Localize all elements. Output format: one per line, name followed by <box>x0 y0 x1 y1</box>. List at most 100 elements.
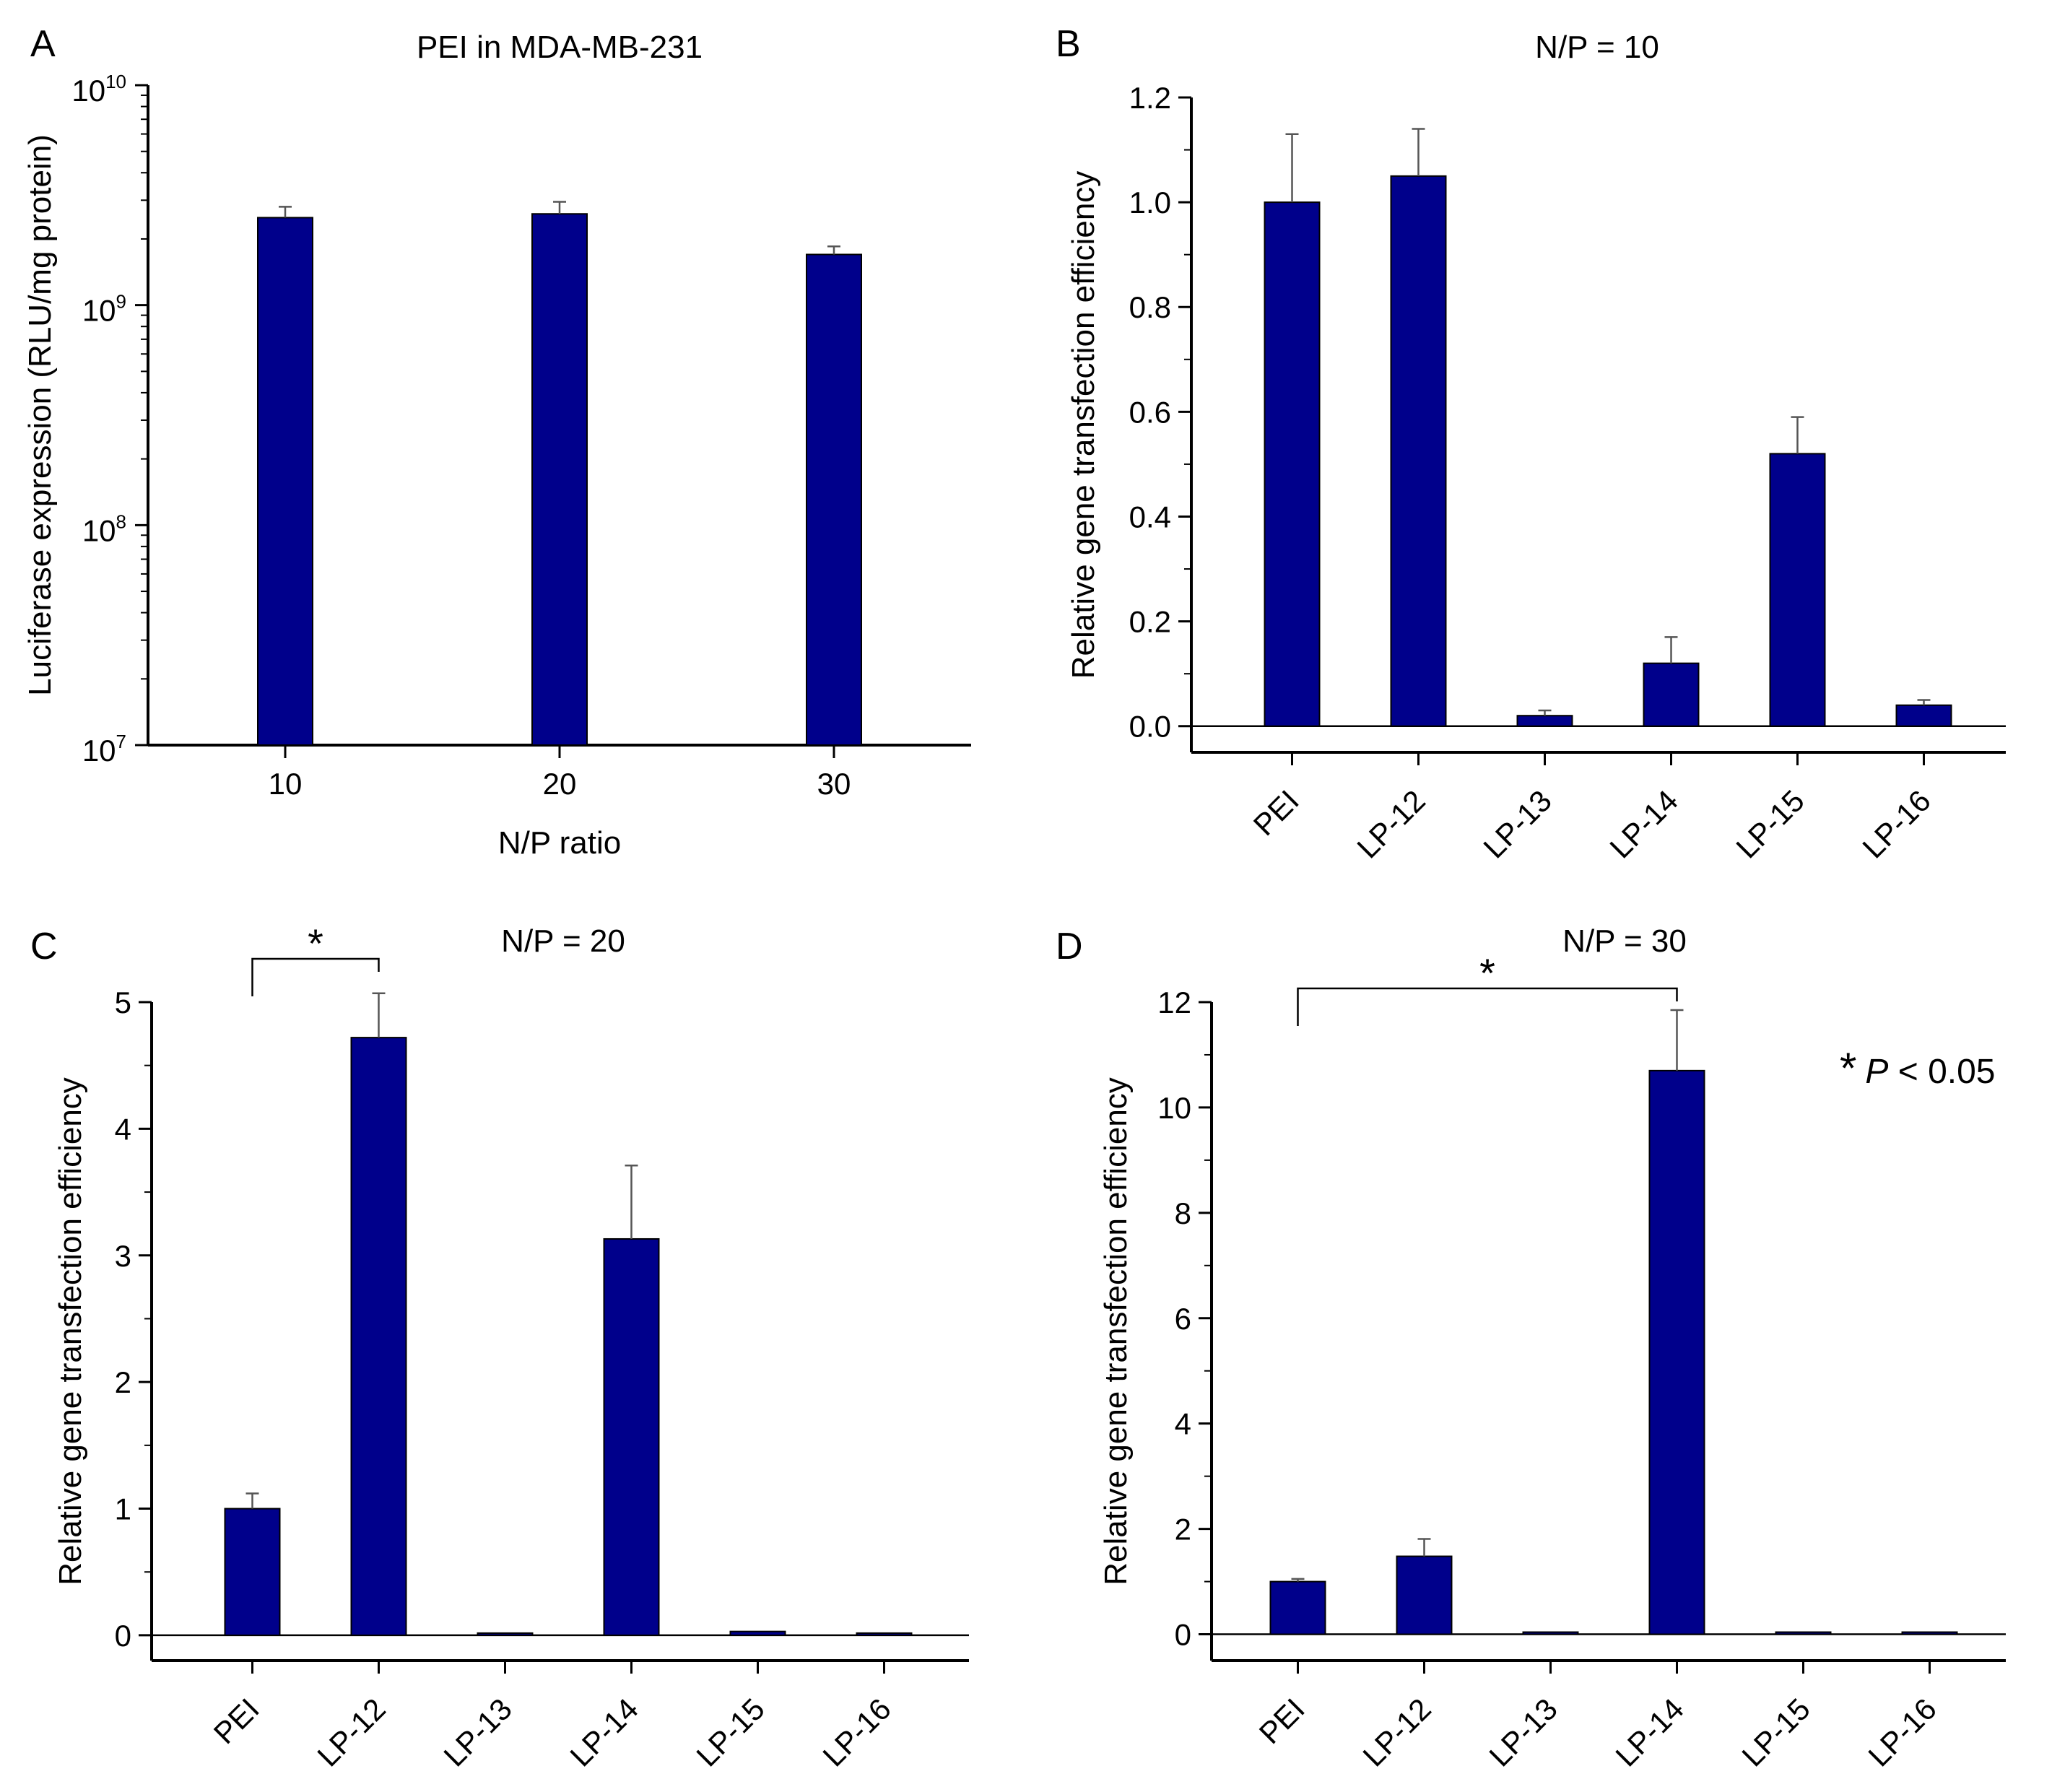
note-p: P <box>1865 1053 1888 1091</box>
x-tick-label: LP-14 <box>1603 783 1684 864</box>
y-tick-label: 0.4 <box>1129 500 1171 534</box>
x-tick-label: LP-12 <box>1356 1692 1437 1773</box>
bar-pei <box>1269 1580 1326 1635</box>
x-tick-label: LP-13 <box>437 1692 518 1773</box>
p-value-note: * P < 0.05 <box>1840 1044 1996 1092</box>
y-tick-label: 1.0 <box>1129 186 1171 219</box>
y-tick-label: 107 <box>82 731 126 767</box>
y-tick-label: 1010 <box>71 71 126 108</box>
y-tick-base: 10 <box>82 734 116 767</box>
y-tick-base: 10 <box>71 74 105 108</box>
x-tick-label: LP-12 <box>310 1692 391 1773</box>
x-tick-label: LP-13 <box>1477 783 1557 864</box>
bar-lp-12 <box>1390 175 1447 727</box>
y-tick-base: 10 <box>82 294 116 328</box>
y-tick-label: 3 <box>115 1239 131 1273</box>
y-axis-label: Relative gene transfection efficiency <box>1066 171 1101 679</box>
y-tick-label: 108 <box>82 510 126 547</box>
significance-bracket <box>251 957 380 996</box>
y-tick-label: 0 <box>1175 1618 1191 1652</box>
bar-lp-16 <box>856 1632 913 1636</box>
x-tick-label: PEI <box>1247 783 1305 842</box>
y-axis-label: Relative gene transfection efficiency <box>53 1077 88 1586</box>
y-tick-label: 0 <box>115 1619 131 1653</box>
y-tick-label: 0.8 <box>1129 290 1171 324</box>
x-tick-label: 10 <box>269 767 303 801</box>
y-axis-label: Luciferase expression (RLU/mg protein) <box>22 134 58 696</box>
bar-lp-15 <box>1769 453 1826 727</box>
x-tick-label: LP-16 <box>1861 1692 1942 1773</box>
bar-lp-15 <box>729 1630 786 1636</box>
bar-lp-13 <box>1522 1631 1579 1635</box>
y-tick-label: 10 <box>1157 1091 1191 1125</box>
x-tick-label: 30 <box>817 767 851 801</box>
bar-pei <box>224 1508 281 1636</box>
bar-20 <box>531 213 588 747</box>
x-tick-label: LP-15 <box>1735 1692 1816 1773</box>
y-tick-label: 2 <box>115 1365 131 1399</box>
y-tick-exponent: 8 <box>116 510 126 532</box>
x-tick-label: LP-14 <box>563 1692 644 1773</box>
y-tick-exponent: 10 <box>105 71 126 92</box>
y-tick-label: 0.6 <box>1129 395 1171 429</box>
panel-letter: B <box>1056 23 1081 65</box>
panel-b: B N/P = 10 0.0 0.2 0.4 0.6 0.8 1.0 1.2 PEI LP-12 LP… <box>1056 23 2006 865</box>
bar-lp-15 <box>1775 1631 1832 1635</box>
bar-lp-13 <box>477 1632 534 1636</box>
x-tick-label: LP-13 <box>1482 1692 1563 1773</box>
chart-title: N/P = 20 <box>501 923 625 959</box>
x-tick-label: LP-16 <box>816 1692 897 1773</box>
y-tick-label: 5 <box>115 986 131 1019</box>
y-tick-base: 10 <box>82 513 116 547</box>
bar-lp-14 <box>1648 1069 1705 1635</box>
bar-lp-14 <box>603 1238 660 1636</box>
x-tick-label: LP-16 <box>1856 783 1936 864</box>
x-tick-label: PEI <box>1253 1692 1311 1750</box>
bar-lp-12 <box>350 1037 407 1636</box>
note-star: * <box>1840 1044 1856 1092</box>
x-tick-label: 20 <box>543 767 577 801</box>
y-tick-exponent: 9 <box>116 291 126 313</box>
bar-lp-16 <box>1895 704 1952 727</box>
bar-lp-14 <box>1643 662 1700 727</box>
y-axis-label: Relative gene transfection efficiency <box>1098 1077 1134 1586</box>
panel-c: C N/P = 20 0 1 2 3 4 5 PEI LP-12 LP-13 LP-14 LP-15 LP… <box>30 921 969 1773</box>
significance-bracket <box>1297 987 1678 1026</box>
y-tick-label: 1.2 <box>1129 81 1171 115</box>
x-tick-label: LP-15 <box>1729 783 1810 864</box>
x-tick-label: LP-15 <box>690 1692 770 1773</box>
x-tick-label: LP-12 <box>1350 783 1431 864</box>
x-tick-label: LP-14 <box>1609 1692 1690 1773</box>
y-tick-label: 0.0 <box>1129 710 1171 744</box>
panel-letter: A <box>30 23 56 65</box>
bar-30 <box>806 253 862 747</box>
note-threshold: < 0.05 <box>1888 1053 1995 1091</box>
chart-title: N/P = 10 <box>1535 30 1659 65</box>
y-tick-label: 4 <box>1175 1407 1191 1441</box>
chart-title: N/P = 30 <box>1562 923 1687 959</box>
x-axis-label: N/P ratio <box>498 825 621 861</box>
y-tick-exponent: 7 <box>116 731 126 752</box>
bar-lp-13 <box>1516 715 1573 727</box>
y-tick-label: 1 <box>115 1492 131 1526</box>
y-tick-label: 6 <box>1175 1302 1191 1336</box>
y-tick-label: 8 <box>1175 1196 1191 1230</box>
x-tick-label: PEI <box>207 1692 266 1750</box>
y-tick-label: 4 <box>115 1112 131 1146</box>
panel-d: D N/P = 30 0 2 4 6 8 10 12 PEI LP-12 LP-13 LP-14 LP-1… <box>1056 923 2006 1773</box>
bar-10 <box>257 217 313 746</box>
bar-pei <box>1264 201 1321 727</box>
chart-title: PEI in MDA-MB-231 <box>417 30 703 65</box>
panel-letter: D <box>1056 926 1083 967</box>
y-tick-label: 109 <box>82 291 126 328</box>
bar-lp-12 <box>1396 1555 1453 1635</box>
panel-letter: C <box>30 926 58 967</box>
y-tick-label: 2 <box>1175 1513 1191 1547</box>
y-tick-label: 0.2 <box>1129 605 1171 639</box>
significance-star: * <box>308 921 323 966</box>
significance-star: * <box>1479 950 1495 996</box>
bar-lp-16 <box>1901 1631 1958 1635</box>
y-tick-label: 12 <box>1157 986 1191 1019</box>
